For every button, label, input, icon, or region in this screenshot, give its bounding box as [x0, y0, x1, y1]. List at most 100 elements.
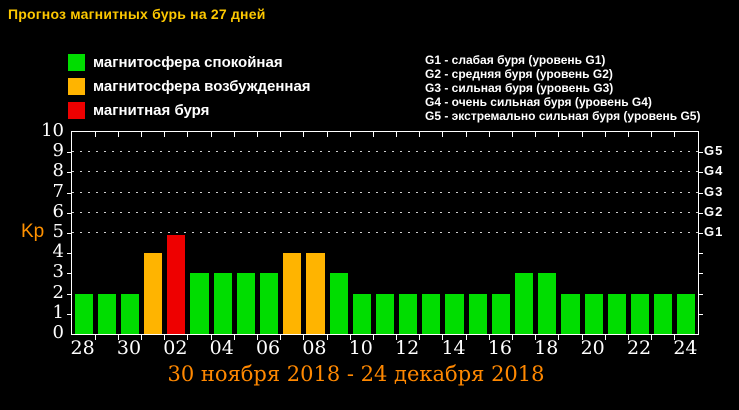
bottom-tick: [94, 335, 96, 340]
top-tick: [280, 132, 282, 137]
x-tick-label-08: 08: [302, 337, 327, 359]
bottom-tick: [558, 335, 560, 340]
y-axis-label-kp: Kp: [21, 221, 45, 242]
bottom-tick: [141, 335, 143, 340]
right-axis-label-g1: G1: [704, 224, 724, 239]
y-tick-label-5: 5: [52, 221, 64, 242]
storm-level-descriptions: G1 - слабая буря (уровень G1) G2 - средн…: [425, 53, 700, 123]
bar-day-14: [445, 293, 464, 334]
bottom-tick: [233, 335, 235, 340]
top-tick: [210, 132, 212, 137]
right-tick: [699, 253, 703, 255]
left-tick: [67, 152, 71, 154]
bottom-tick: [372, 335, 374, 340]
right-tick: [699, 172, 703, 174]
right-axis-g-labels: G1 G2 G3 G4 G5: [704, 131, 738, 333]
bar-day-28: [74, 293, 93, 334]
y-tick-label-6: 6: [52, 200, 64, 222]
x-tick-label-30: 30: [116, 337, 142, 359]
top-tick: [349, 132, 351, 137]
right-tick: [699, 313, 703, 315]
x-tick-label-22: 22: [626, 337, 652, 359]
top-tick: [558, 132, 560, 137]
x-tick-label-18: 18: [534, 337, 559, 359]
right-tick: [699, 212, 703, 214]
bar-day-21: [607, 293, 626, 334]
top-tick: [581, 132, 583, 137]
y-tick-label-10: 10: [41, 120, 64, 141]
y-tick-label-3: 3: [52, 261, 64, 283]
left-tick: [67, 273, 71, 275]
x-tick-label-12: 12: [395, 337, 420, 359]
bar-day-03: [190, 273, 209, 334]
top-tick: [512, 132, 514, 137]
y-tick-label-1: 1: [52, 301, 64, 323]
top-tick: [187, 132, 189, 137]
bottom-tick: [512, 335, 514, 340]
bottom-tick: [117, 335, 119, 340]
top-tick: [303, 132, 305, 137]
y-axis-tick-labels: 0 1 2 3 4 5 6 7 8 9 10: [0, 120, 64, 343]
top-tick: [396, 132, 398, 137]
bottom-tick: [581, 335, 583, 340]
top-tick: [535, 132, 537, 137]
left-tick: [67, 233, 71, 234]
right-tick: [699, 293, 703, 295]
g5-description: G5 - экстремально сильная буря (уровень …: [425, 109, 701, 123]
g4-description: G4 - очень сильная буря (уровень G4): [425, 95, 652, 109]
left-tick: [67, 172, 71, 174]
x-tick-label-20: 20: [580, 337, 605, 359]
top-tick: [627, 132, 629, 137]
bottom-tick: [326, 335, 328, 340]
bar-day-05: [236, 273, 255, 334]
x-axis-tick-labels: 28 30 02 04 06 08 10 12 14 16 18 20 22 24: [71, 337, 698, 359]
right-tick: [699, 273, 703, 275]
bar-day-06: [259, 273, 279, 334]
top-tick: [326, 132, 328, 137]
bottom-tick: [651, 335, 653, 340]
bar-day-22: [630, 293, 650, 334]
bottom-tick: [396, 335, 398, 340]
bar-day-08: [306, 253, 325, 334]
bottom-tick: [164, 335, 166, 340]
top-tick: [604, 132, 606, 137]
date-range: 30 ноября 2018 - 24 декабря 2018: [167, 362, 545, 386]
bar-day-13: [422, 293, 441, 334]
bar-day-23: [654, 293, 673, 334]
gridline-kp5: [72, 232, 698, 234]
bar-day-04: [213, 273, 232, 334]
right-axis-label-g3: G3: [704, 183, 724, 199]
y-tick-label-8: 8: [52, 160, 64, 182]
top-tick: [419, 132, 421, 137]
storm-swatch-icon: [68, 101, 85, 119]
right-axis-label-g4: G4: [704, 163, 724, 179]
bottom-tick: [604, 335, 606, 340]
x-tick-label-24: 24: [673, 337, 698, 359]
bar-day-24: [677, 293, 696, 334]
y-tick-label-7: 7: [52, 180, 64, 202]
x-tick-label-04: 04: [209, 337, 234, 359]
bottom-tick: [627, 335, 629, 340]
quiet-swatch-icon: [68, 53, 85, 71]
gridline-kp8: [72, 171, 698, 174]
top-tick: [488, 132, 490, 137]
bar-day-19: [561, 293, 580, 334]
legend-item-label: магнитосфера возбужденная: [93, 77, 311, 95]
right-tick: [699, 152, 703, 154]
right-tick: [699, 192, 703, 194]
bottom-tick: [210, 335, 212, 340]
g1-description: G1 - слабая буря (уровень G1): [425, 53, 606, 67]
bar-day-07: [283, 253, 302, 334]
left-tick: [67, 212, 71, 214]
bottom-tick: [187, 335, 189, 340]
bottom-tick: [256, 335, 258, 340]
x-tick-label-06: 06: [255, 337, 281, 359]
bar-day-10: [352, 293, 371, 334]
gridline-kp9: [72, 151, 698, 154]
bar-day-30: [120, 293, 140, 334]
bar-day-12: [399, 293, 418, 334]
bottom-tick: [419, 335, 421, 340]
gridline-kp7: [72, 191, 698, 194]
bar-day-01: [144, 253, 163, 334]
bar-day-11: [375, 293, 395, 334]
